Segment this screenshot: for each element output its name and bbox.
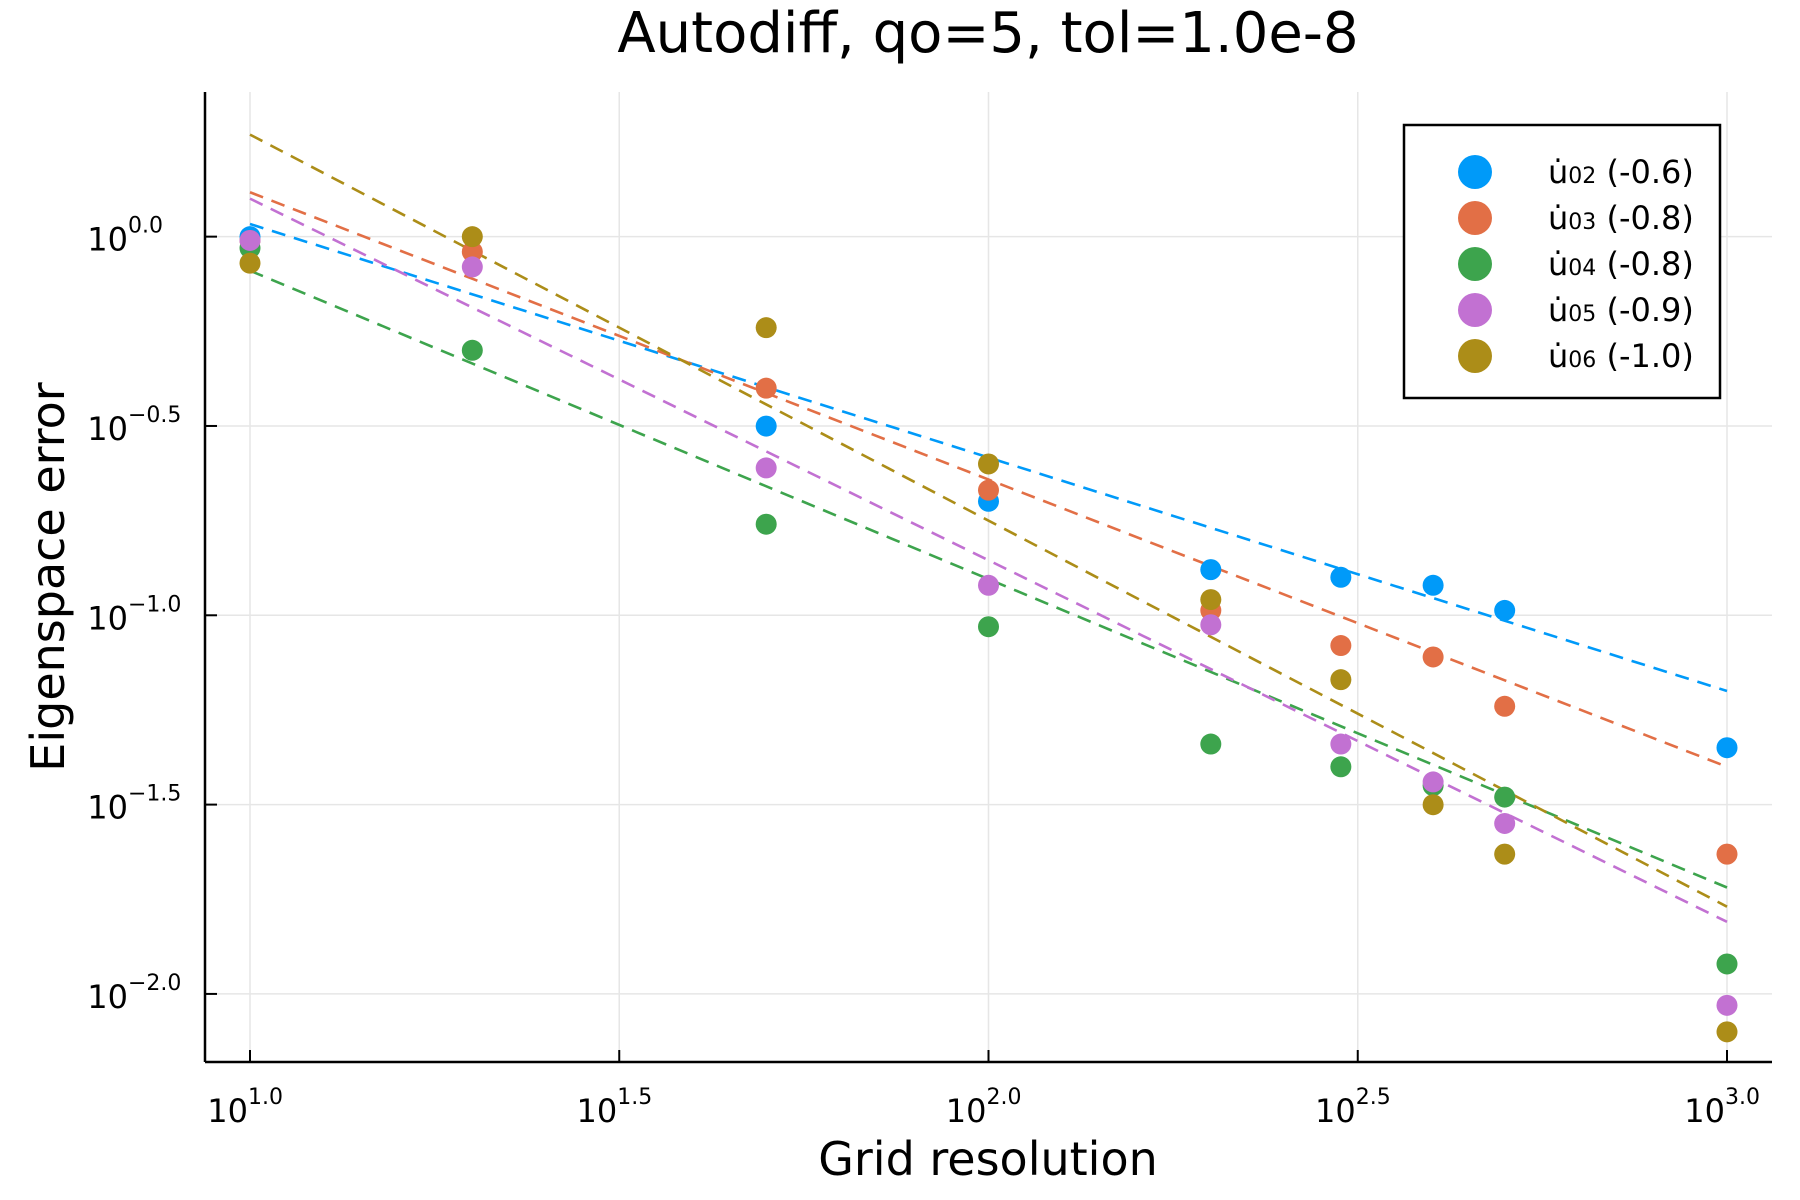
data-point (1422, 771, 1444, 793)
x-tick-label-exponent: 2.0 (987, 1085, 1022, 1110)
data-point (1716, 953, 1738, 975)
data-point (1422, 646, 1444, 668)
data-point (1494, 786, 1516, 808)
y-tick-label: 10 (87, 410, 128, 448)
data-point (978, 479, 999, 501)
data-point (1422, 794, 1444, 816)
legend-marker (1458, 247, 1492, 281)
fit-line (249, 133, 1728, 908)
fit-line (249, 197, 1728, 924)
data-point (239, 229, 261, 251)
chart-title: Autodiff, qo=5, tol=1.0e-8 (617, 1, 1358, 66)
data-point (1330, 566, 1352, 588)
y-tick-label-exponent: −2.0 (128, 971, 181, 996)
fit-line (249, 191, 1728, 768)
data-point (1494, 812, 1516, 834)
data-point (1422, 574, 1444, 596)
data-point (1330, 756, 1352, 778)
x-tick-label-exponent: 2.5 (1356, 1085, 1391, 1110)
data-point (1716, 994, 1738, 1016)
y-tick-label-exponent: −1.0 (128, 592, 181, 617)
y-tick-label: 10 (87, 789, 128, 827)
legend-entry-label: u̇04 (-0.8) (1548, 245, 1694, 283)
data-point (1330, 635, 1352, 657)
legend-entry-label: u̇02 (-0.6) (1548, 153, 1694, 191)
x-tick-label: 10 (207, 1092, 248, 1130)
fit-line (249, 222, 1728, 693)
legend-marker (1458, 201, 1492, 235)
data-point (1330, 669, 1352, 691)
y-tick-label-exponent: −0.5 (128, 403, 181, 428)
x-tick-label: 10 (1684, 1092, 1725, 1130)
legend: u̇02 (-0.6) u̇03 (-0.8) u̇04 (-0.8) u̇05 (-… (1402, 123, 1722, 400)
tick-labels-layer: 10 1.0 10 1.5 10 2.0 10 2.5 10 3.010 0.010 −0.510 −1… (87, 214, 1760, 1130)
data-point (978, 616, 999, 638)
data-point (1494, 599, 1516, 621)
data-point (755, 377, 777, 399)
x-tick-label-exponent: 1.0 (248, 1085, 283, 1110)
data-point (755, 513, 777, 535)
data-point (755, 317, 777, 339)
y-tick-label: 10 (87, 978, 128, 1016)
data-point (1494, 695, 1516, 717)
data-point (1716, 1021, 1738, 1043)
legend-box (1402, 123, 1722, 400)
legend-marker (1458, 155, 1492, 189)
legend-entry-label: u̇05 (-0.9) (1548, 291, 1694, 329)
x-tick-label-exponent: 1.5 (617, 1085, 652, 1110)
data-point (978, 453, 999, 475)
y-tick-label-exponent: 0.0 (128, 214, 163, 239)
legend-entry-label: u̇06 (-1.0) (1548, 337, 1694, 375)
axes-layer (203, 92, 1772, 1064)
y-axis-label: Eigenspace error (21, 382, 75, 772)
y-tick-label: 10 (87, 599, 128, 637)
data-point (461, 226, 483, 248)
data-point (1716, 843, 1738, 865)
y-tick-label-exponent: −1.5 (128, 782, 181, 807)
data-point (461, 256, 483, 278)
data-point (1494, 843, 1516, 865)
data-point (1200, 733, 1222, 755)
data-point (1200, 589, 1222, 611)
x-tick-label-exponent: 3.0 (1725, 1085, 1760, 1110)
legend-entry-label: u̇03 (-0.8) (1548, 199, 1694, 237)
data-point (978, 574, 999, 596)
data-point (755, 415, 777, 437)
points-layer (239, 226, 1738, 1043)
x-axis-label: Grid resolution (818, 1132, 1158, 1186)
data-point (1330, 733, 1352, 755)
data-point (239, 252, 261, 274)
x-tick-label: 10 (1315, 1092, 1356, 1130)
legend-marker (1458, 339, 1492, 373)
data-point (1200, 614, 1222, 636)
data-point (755, 457, 777, 479)
data-point (461, 241, 483, 263)
fit-line (249, 269, 1728, 889)
x-tick-label: 10 (577, 1092, 618, 1130)
data-point (461, 339, 483, 361)
data-point (1200, 559, 1222, 581)
y-tick-label: 10 (87, 221, 128, 259)
fit-lines-layer (249, 133, 1728, 924)
legend-marker (1458, 293, 1492, 327)
x-tick-label: 10 (946, 1092, 987, 1130)
data-point (1716, 737, 1738, 759)
